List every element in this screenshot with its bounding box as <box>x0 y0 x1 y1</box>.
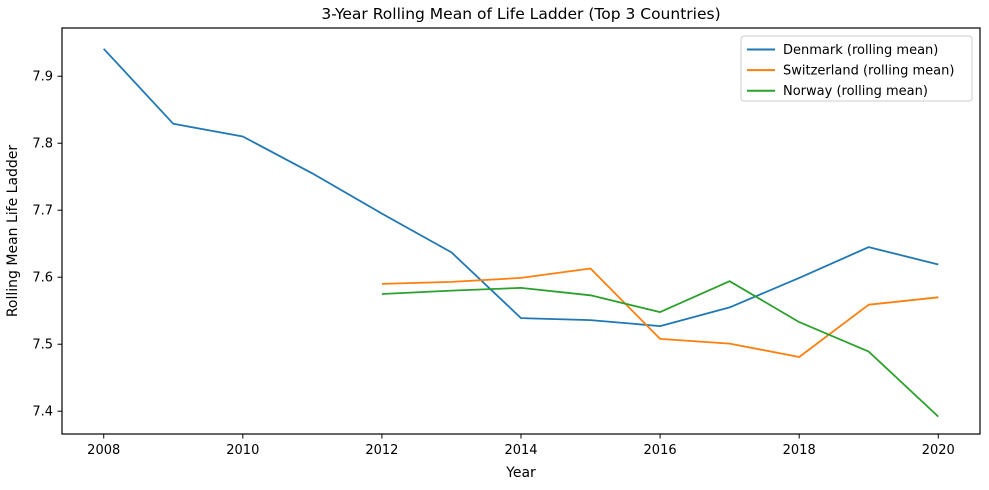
legend-label: Denmark (rolling mean) <box>783 43 938 58</box>
x-tick-label: 2012 <box>365 443 398 458</box>
legend: Denmark (rolling mean) Switzerland (rolli… <box>740 35 973 102</box>
axis-ticks: 2008 2010 2012 2014 2016 2018 2020 7.4 7.5 7.6 7.7… <box>32 70 955 458</box>
legend-label: Norway (rolling mean) <box>783 84 928 99</box>
x-tick-label: 2020 <box>922 443 955 458</box>
legend-item: Denmark (rolling mean) <box>747 43 938 58</box>
x-tick-label: 2014 <box>504 443 537 458</box>
y-tick-label: 7.8 <box>32 137 53 152</box>
chart-title: 3-Year Rolling Mean of Life Ladder (Top … <box>321 5 720 23</box>
x-tick-label: 2018 <box>783 443 816 458</box>
x-tick-label: 2016 <box>644 443 677 458</box>
y-tick-label: 7.6 <box>32 271 53 286</box>
x-axis-label: Year <box>505 465 536 481</box>
series-lines <box>103 48 939 418</box>
y-tick-label: 7.9 <box>32 70 53 85</box>
y-tick-label: 7.4 <box>32 405 53 420</box>
y-tick-label: 7.5 <box>32 338 53 353</box>
y-axis-label: Rolling Mean Life Ladder <box>5 145 21 318</box>
plot-area-border <box>61 27 981 435</box>
legend-box <box>740 35 973 102</box>
series-line-denmark <box>103 48 939 328</box>
x-tick-label: 2010 <box>226 443 259 458</box>
plot-spines <box>61 27 981 435</box>
series-line-switzerland <box>381 267 939 358</box>
legend-item: Norway (rolling mean) <box>747 84 928 99</box>
x-tick-label: 2008 <box>87 443 120 458</box>
series-line-norway <box>381 280 939 418</box>
y-tick-label: 7.7 <box>32 204 53 219</box>
legend-label: Switzerland (rolling mean) <box>783 64 954 79</box>
legend-item: Switzerland (rolling mean) <box>747 64 954 79</box>
